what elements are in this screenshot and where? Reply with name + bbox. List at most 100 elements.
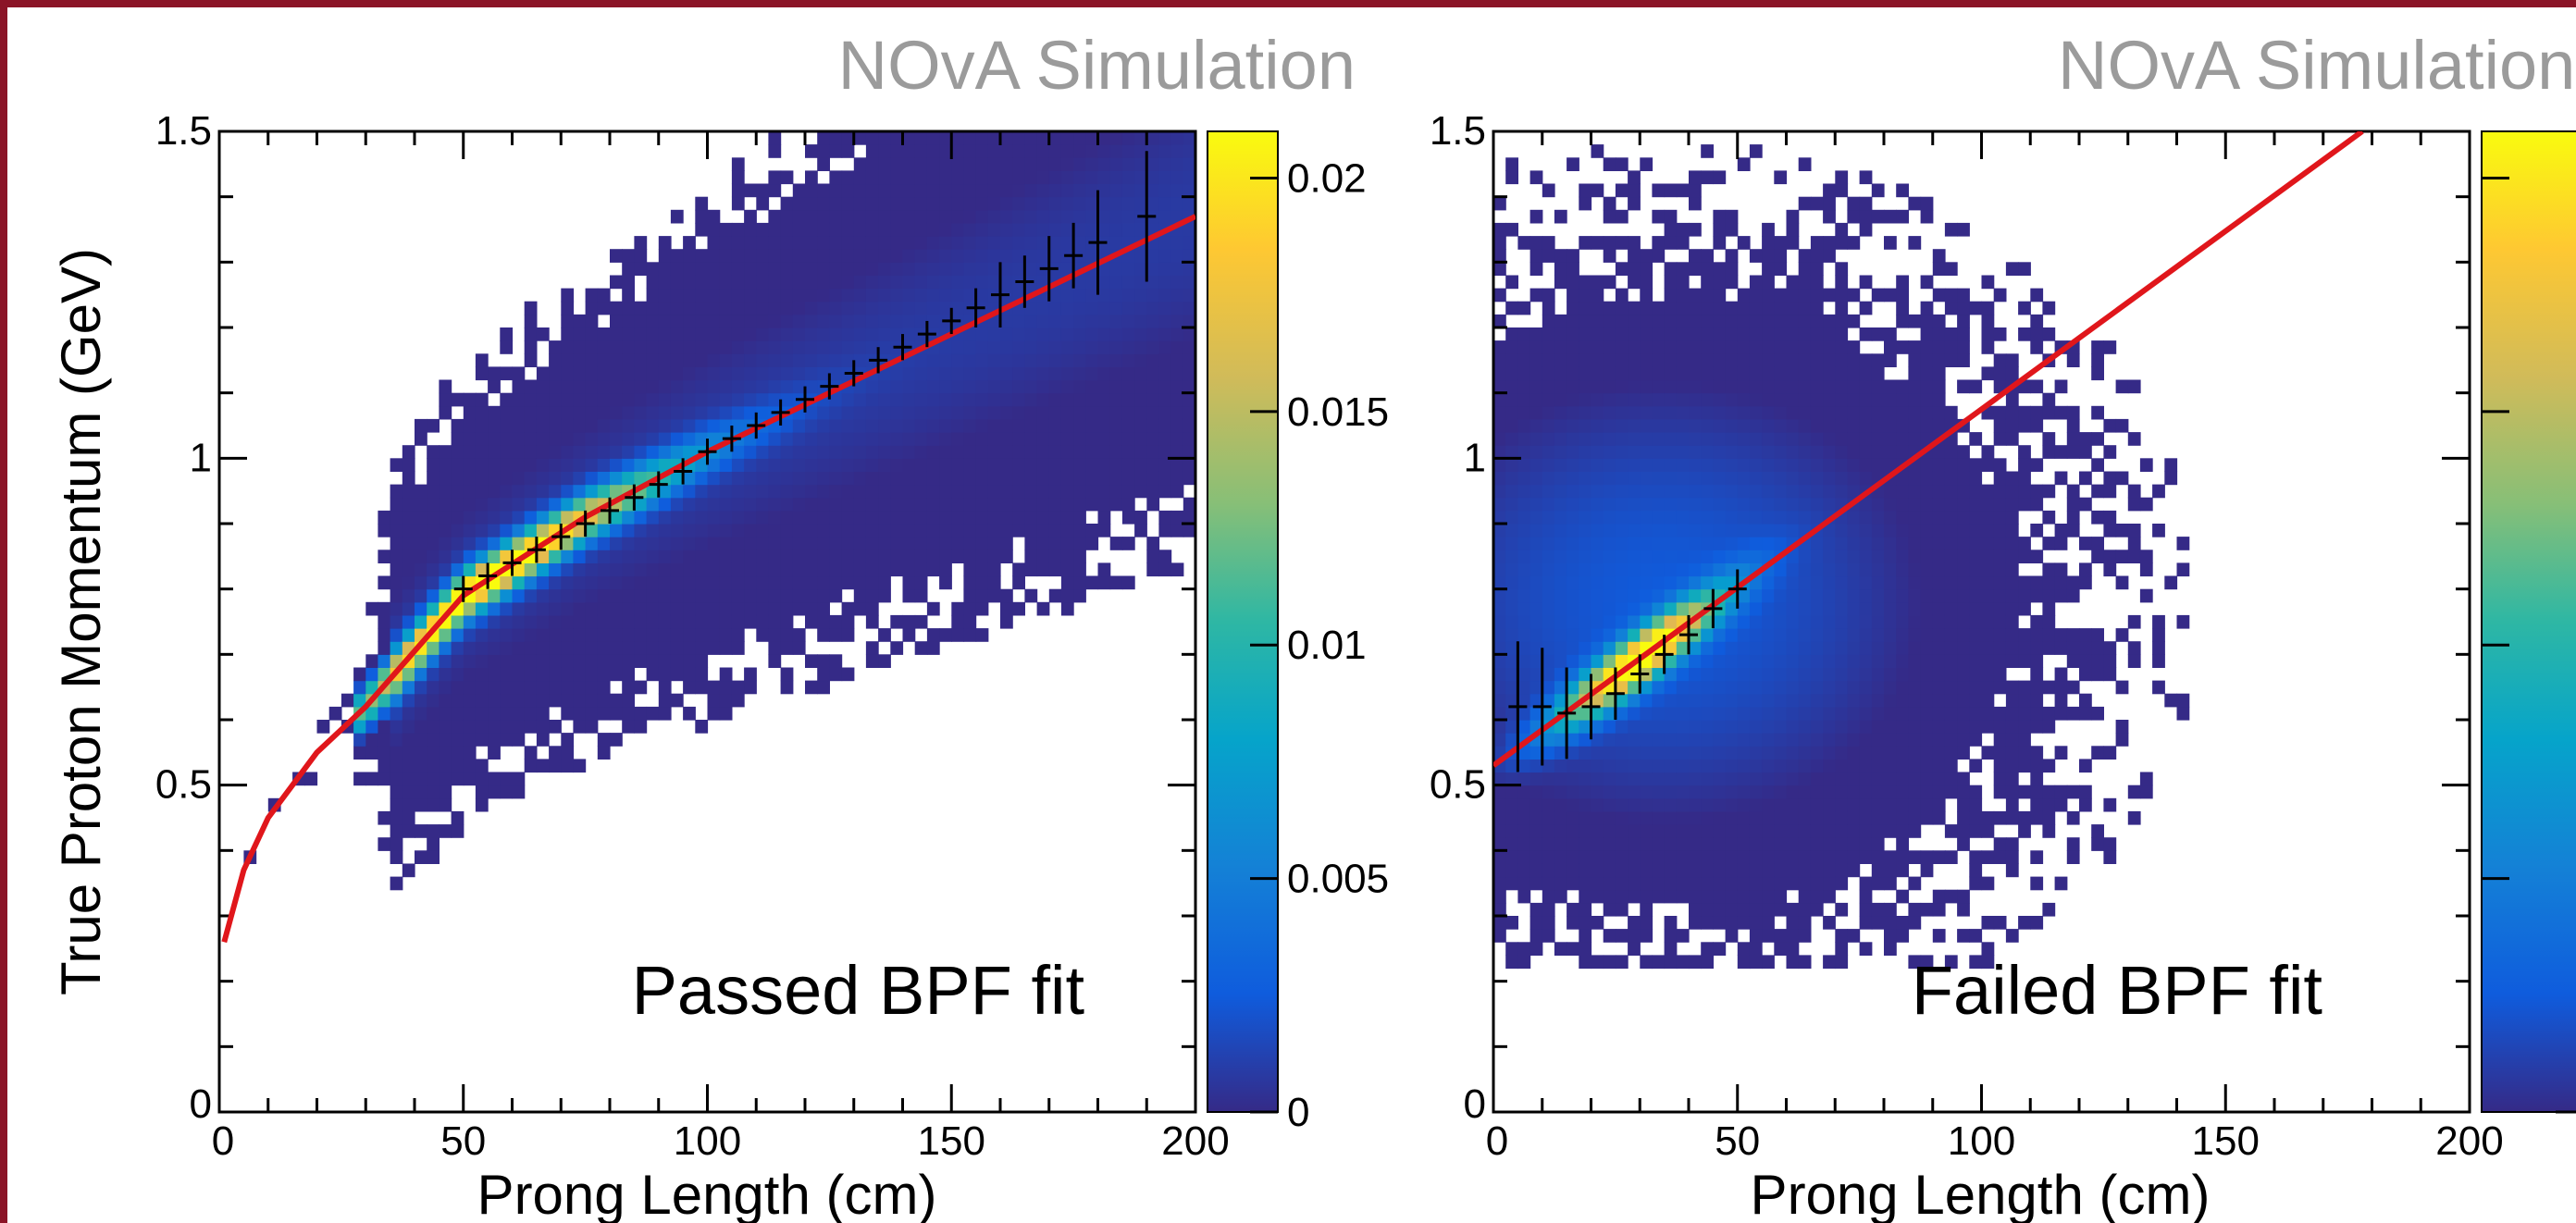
heatmap-bin [1493,353,1506,367]
heatmap-bin [1085,183,1099,198]
heatmap-bin [1859,379,1873,394]
heatmap-bin [524,301,538,315]
heatmap-bin [1505,628,1518,642]
heatmap-bin [1579,889,1592,904]
heatmap-bin [670,445,684,459]
heatmap-bin [1798,654,1812,668]
heatmap-bin [1652,209,1666,224]
heatmap-bin [402,497,415,512]
heatmap-bin [585,524,599,537]
heatmap-bin [1884,236,1897,250]
heatmap-bin [1810,484,1824,499]
heatmap-bin [1530,418,1543,433]
heatmap-bin [1689,550,1702,563]
heatmap-bin [1567,810,1579,825]
heatmap-bin [1689,667,1702,682]
heatmap-bin [1493,797,1506,812]
heatmap-bin [1554,628,1567,642]
heatmap-bin [878,524,891,537]
heatmap-bin [1701,262,1714,276]
heatmap-bin [878,510,891,525]
heatmap-bin [1073,183,1086,198]
heatmap-bin [1493,484,1506,499]
heatmap-bin [1749,458,1763,472]
heatmap-bin [683,537,696,550]
heatmap-bin [768,641,782,655]
heatmap-bin [1615,889,1629,904]
heatmap-bin [865,288,879,303]
heatmap-bin [1024,327,1038,341]
heatmap-bin [1689,301,1702,315]
heatmap-bin [768,510,782,525]
heatmap-bin [1530,288,1543,303]
heatmap-bin [1628,876,1641,891]
heatmap-bin [731,510,745,525]
heatmap-bin [1944,693,1958,708]
heatmap-bin [1932,405,1946,420]
heatmap-bin [1012,327,1025,341]
heatmap-bin [536,601,550,616]
slide-frame-top [0,0,2576,7]
heatmap-bin [939,353,952,367]
heatmap-bin [1798,746,1812,760]
heatmap-bin [1603,379,1616,394]
heatmap-bin [1847,366,1861,381]
heatmap-bin [1493,628,1506,642]
heatmap-bin [792,262,806,276]
heatmap-bin [1981,601,1995,616]
heatmap-bin [756,537,770,550]
heatmap-bin [1689,680,1702,695]
heatmap-bin [463,471,477,486]
heatmap-bin [1085,484,1099,499]
heatmap-bin [1810,680,1824,695]
heatmap-bin [707,301,721,315]
heatmap-bin [1603,601,1616,616]
heatmap-bin [1713,445,1727,459]
heatmap-bin [1048,392,1062,407]
heatmap-bin [1737,340,1751,354]
heatmap-bin [2005,524,2019,537]
heatmap-bin [1810,510,1824,525]
heatmap-bin [1762,916,1775,930]
heatmap-bin [415,850,427,864]
heatmap-bin [512,706,526,721]
heatmap-bin [1664,314,1678,328]
heatmap-bin [768,601,782,616]
heatmap-bin [610,628,623,642]
heatmap-bin [1530,366,1543,381]
heatmap-bin [1908,510,1922,525]
heatmap-bin [1932,628,1946,642]
heatmap-bin [1579,353,1592,367]
heatmap-bin [1060,550,1074,563]
heatmap-bin [1517,641,1531,655]
heatmap-bin [926,275,940,290]
heatmap-bin [963,262,977,276]
heatmap-bin [1725,249,1739,263]
heatmap-bin [1652,497,1666,512]
heatmap-bin [1628,236,1641,250]
heatmap-bin [1810,588,1824,603]
heatmap-bin [402,562,415,577]
heatmap-bin [2127,524,2141,537]
heatmap-bin [1652,379,1666,394]
heatmap-bin [585,680,599,695]
heatmap-bin [475,654,489,668]
heatmap-bin [1505,327,1518,341]
heatmap-bin [829,418,843,433]
heatmap-bin [914,353,928,367]
heatmap-bin [1542,837,1555,851]
heatmap-bin [561,471,575,486]
heatmap-bin [1749,863,1763,878]
heatmap-bin [1542,236,1555,250]
heatmap-bin [488,537,501,550]
heatmap-bin [780,524,794,537]
heatmap-bin [987,550,1001,563]
heatmap-bin [2030,667,2044,682]
heatmap-bin [1073,327,1086,341]
heatmap-bin [585,562,599,577]
heatmap-bin [1591,797,1604,812]
heatmap-bin [2054,537,2068,550]
heatmap-bin [792,418,806,433]
heatmap-bin [1884,720,1897,734]
heatmap-bin [963,524,977,537]
